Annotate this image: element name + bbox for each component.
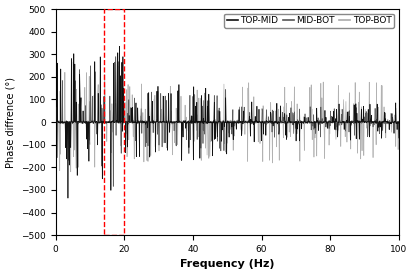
X-axis label: Frequency (Hz): Frequency (Hz) (180, 259, 275, 270)
Y-axis label: Phase diffrence (°): Phase diffrence (°) (5, 77, 16, 167)
Legend: TOP-MID, MID-BOT, TOP-BOT: TOP-MID, MID-BOT, TOP-BOT (224, 13, 394, 28)
Bar (104, 9, 124, 235)
